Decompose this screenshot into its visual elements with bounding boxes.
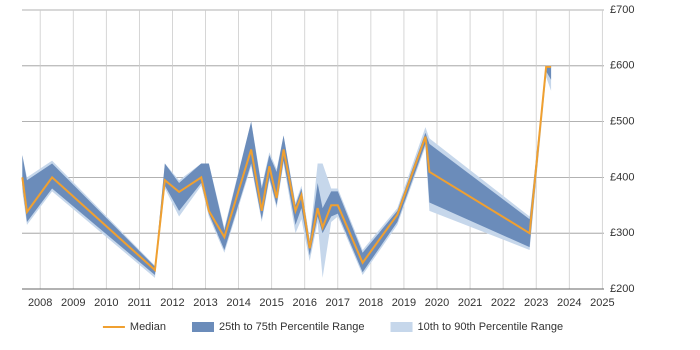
y-tick-label: £400 (610, 171, 634, 183)
y-tick-label: £700 (610, 4, 634, 16)
x-tick-label: 2018 (359, 297, 383, 309)
x-tick-label: 2012 (160, 297, 184, 309)
x-tick-label: 2023 (524, 297, 548, 309)
x-tick-label: 2014 (226, 297, 250, 309)
x-tick-label: 2017 (326, 297, 350, 309)
legend-symbol (390, 322, 413, 332)
x-tick-label: 2009 (61, 297, 85, 309)
x-tick-label: 2008 (28, 297, 52, 309)
x-tick-label: 2010 (94, 297, 118, 309)
legend-label: Median (130, 321, 166, 333)
y-tick-label: £600 (610, 60, 634, 72)
x-tick-label: 2025 (590, 297, 614, 309)
y-tick-label: £200 (610, 283, 634, 295)
legend-label: 10th to 90th Percentile Range (418, 321, 564, 333)
x-tick-label: 2024 (557, 297, 581, 309)
x-tick-label: 2022 (491, 297, 515, 309)
x-tick-label: 2021 (458, 297, 482, 309)
x-tick-label: 2019 (392, 297, 416, 309)
x-tick-label: 2016 (292, 297, 316, 309)
median-line (21, 65, 552, 273)
x-tick-label: 2013 (193, 297, 217, 309)
y-tick-label: £300 (610, 227, 634, 239)
x-tick-label: 2011 (128, 297, 152, 309)
x-tick-label: 2015 (259, 297, 283, 309)
legend-label: 25th to 75th Percentile Range (219, 321, 365, 333)
x-tick-label: 2020 (425, 297, 449, 309)
legend-symbol (191, 322, 214, 332)
y-tick-label: £500 (610, 116, 634, 128)
